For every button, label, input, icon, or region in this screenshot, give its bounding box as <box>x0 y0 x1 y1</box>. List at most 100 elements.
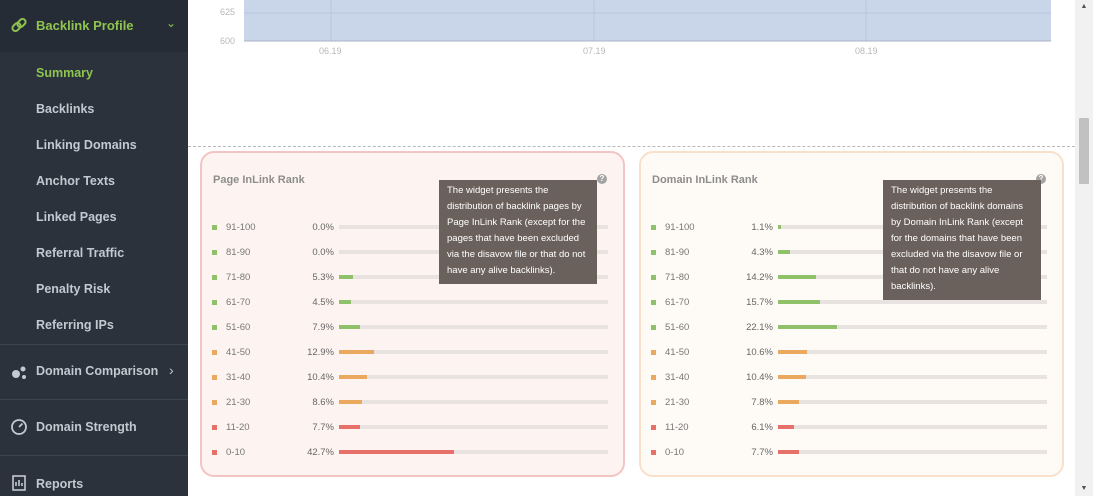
sidebar-item-penalty-risk[interactable]: Penalty Risk <box>36 282 111 296</box>
arrow-up-icon[interactable]: ▲ <box>1080 3 1088 10</box>
tooltip: The widget presents the distribution of … <box>883 180 1041 300</box>
progress-bar-fill <box>778 325 837 329</box>
y-axis-tick-label: 600 <box>220 36 236 46</box>
percent-value: 14.2% <box>746 272 773 283</box>
sidebar-item-reports[interactable]: Reports <box>0 456 188 496</box>
percent-value: 5.3% <box>312 272 334 283</box>
progress-track <box>778 425 1047 429</box>
progress-track <box>778 450 1047 454</box>
x-axis-tick-label: 07.19 <box>583 46 606 56</box>
percent-value: 4.5% <box>312 297 334 308</box>
rank-row: 61-70 15.7% <box>641 297 1062 309</box>
rank-row: 51-60 22.1% <box>641 322 1062 334</box>
rank-row: 51-60 7.9% <box>202 322 623 334</box>
sidebar-item-anchor-texts[interactable]: Anchor Texts <box>36 174 115 188</box>
rank-range-label: 21-30 <box>665 397 690 408</box>
history-chart: 625 600 06.19 07.19 08.19 <box>188 0 1075 60</box>
progress-bar-fill <box>339 300 351 304</box>
rank-range-label: 51-60 <box>226 322 251 333</box>
rank-row: 11-20 7.7% <box>202 422 623 434</box>
percent-value: 10.4% <box>307 372 334 383</box>
legend-swatch <box>212 300 217 305</box>
progress-bar-fill <box>339 425 360 429</box>
sidebar-item-domain-strength[interactable]: Domain Strength <box>0 400 188 454</box>
rank-range-label: 0-10 <box>226 447 246 458</box>
rank-row: 31-40 10.4% <box>641 372 1062 384</box>
sidebar-section-backlink-profile[interactable]: Backlink Profile ⌄ <box>0 0 188 52</box>
sidebar-item-referring-ips[interactable]: Referring IPs <box>36 318 114 332</box>
legend-swatch <box>651 300 656 305</box>
sidebar-divider <box>0 455 188 456</box>
percent-value: 7.7% <box>751 447 773 458</box>
widget-title: Domain InLink Rank <box>652 174 758 186</box>
rank-range-label: 31-40 <box>665 372 690 383</box>
legend-swatch <box>212 375 217 380</box>
sidebar-item-referral-traffic[interactable]: Referral Traffic <box>36 246 125 260</box>
sidebar-item-domain-comparison[interactable]: Domain Comparison › <box>0 345 188 399</box>
rank-range-label: 21-30 <box>226 397 251 408</box>
sidebar-item-linking-domains[interactable]: Linking Domains <box>36 138 137 152</box>
sidebar-item-label: Domain Comparison <box>36 364 159 378</box>
percent-value: 1.1% <box>751 222 773 233</box>
rank-range-label: 41-50 <box>226 347 251 358</box>
rank-range-label: 11-20 <box>665 422 689 433</box>
progress-bar-fill <box>339 275 353 279</box>
rank-range-label: 91-100 <box>665 222 695 233</box>
rank-range-label: 0-10 <box>665 447 685 458</box>
x-axis-tick-label: 06.19 <box>319 46 342 56</box>
rank-range-label: 31-40 <box>226 372 251 383</box>
legend-swatch <box>651 325 656 330</box>
tooltip: The widget presents the distribution of … <box>439 180 597 284</box>
legend-swatch <box>651 275 656 280</box>
sidebar-item-linked-pages[interactable]: Linked Pages <box>36 210 117 224</box>
progress-track <box>339 450 608 454</box>
percent-value: 15.7% <box>746 297 773 308</box>
progress-bar-fill <box>778 450 799 454</box>
rank-range-label: 61-70 <box>665 297 690 308</box>
rank-row: 0-10 7.7% <box>641 447 1062 459</box>
progress-bar-fill <box>778 250 790 254</box>
rank-range-label: 61-70 <box>226 297 251 308</box>
rank-row: 61-70 4.5% <box>202 297 623 309</box>
legend-swatch <box>651 425 656 430</box>
progress-track <box>339 325 608 329</box>
page-inlink-rank-widget: Page InLink Rank ? The widget presents t… <box>200 151 625 477</box>
progress-track <box>778 350 1047 354</box>
legend-swatch <box>651 225 656 230</box>
percent-value: 7.7% <box>312 422 334 433</box>
progress-bar-fill <box>339 350 374 354</box>
percent-value: 10.4% <box>746 372 773 383</box>
percent-value: 10.6% <box>746 347 773 358</box>
percent-value: 6.1% <box>751 422 773 433</box>
help-icon[interactable]: ? <box>597 174 607 184</box>
progress-track <box>339 400 608 404</box>
rank-row: 21-30 7.8% <box>641 397 1062 409</box>
progress-bar-fill <box>778 275 816 279</box>
help-icon[interactable]: ? <box>1036 174 1046 184</box>
arrow-down-icon[interactable]: ▼ <box>1080 485 1088 492</box>
progress-track <box>339 350 608 354</box>
x-axis-tick-label: 08.19 <box>855 46 878 56</box>
sidebar-divider <box>0 399 188 400</box>
rank-range-label: 91-100 <box>226 222 256 233</box>
progress-track <box>339 300 608 304</box>
domain-inlink-rank-widget: Domain InLink Rank ? The widget presents… <box>639 151 1064 477</box>
progress-bar-fill <box>778 300 820 304</box>
gauge-icon <box>11 419 27 435</box>
legend-swatch <box>651 375 656 380</box>
sidebar-item-label: Domain Strength <box>36 420 137 434</box>
scrollbar-thumb[interactable] <box>1079 118 1089 184</box>
legend-swatch <box>212 225 217 230</box>
rank-row: 31-40 10.4% <box>202 372 623 384</box>
sidebar-item-backlinks[interactable]: Backlinks <box>36 102 95 116</box>
rank-range-label: 71-80 <box>665 272 690 283</box>
percent-value: 22.1% <box>746 322 773 333</box>
rank-range-label: 81-90 <box>665 247 690 258</box>
percent-value: 7.9% <box>312 322 334 333</box>
legend-swatch <box>212 425 217 430</box>
vertical-scrollbar[interactable]: ▲ ▼ <box>1075 0 1093 496</box>
legend-swatch <box>212 275 217 280</box>
sidebar-item-summary[interactable]: Summary <box>36 66 93 80</box>
legend-swatch <box>651 450 656 455</box>
legend-swatch <box>212 450 217 455</box>
